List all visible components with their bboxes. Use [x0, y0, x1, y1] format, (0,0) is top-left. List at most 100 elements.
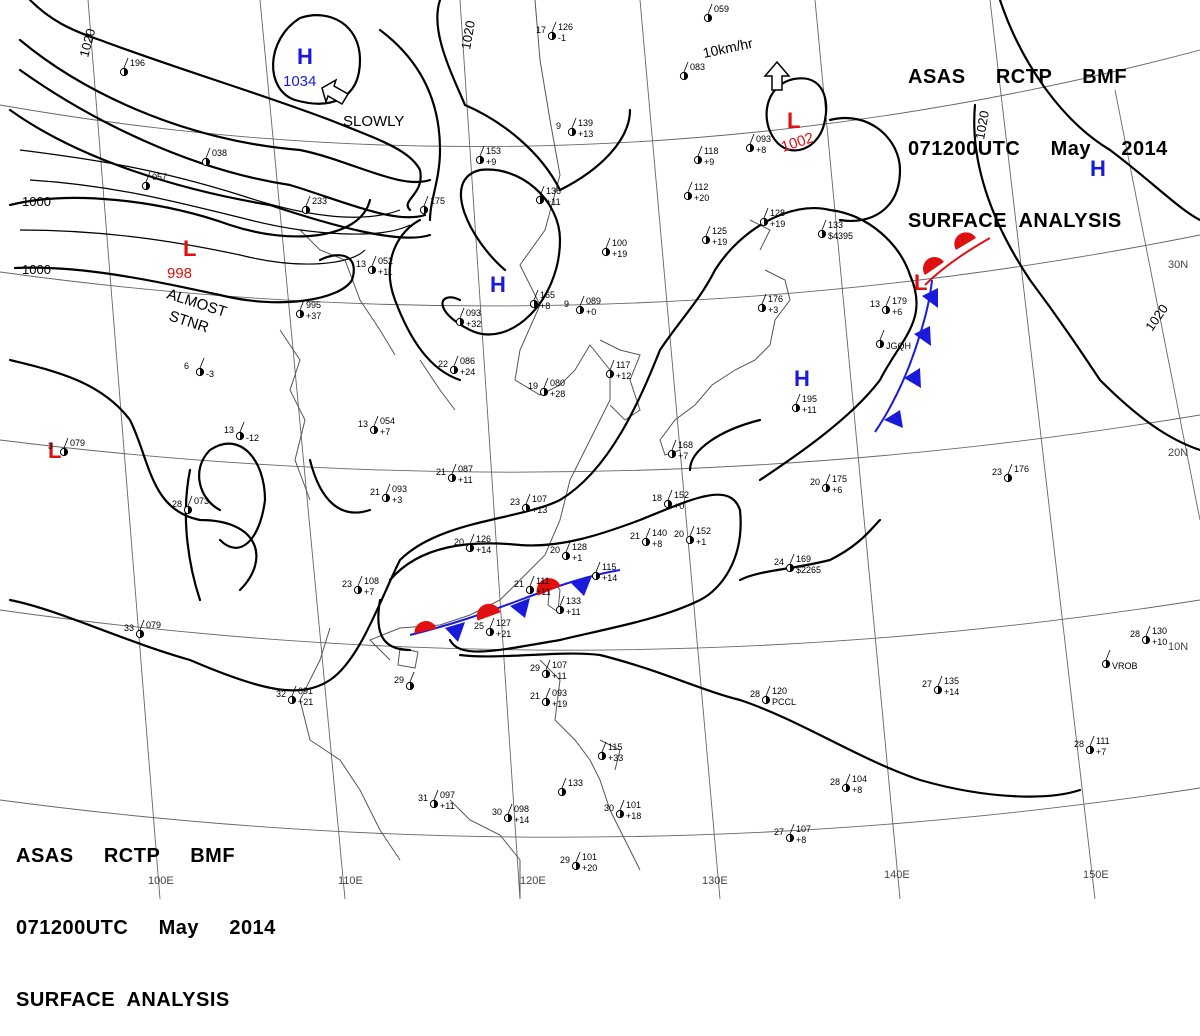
station-tendency: +8 — [540, 301, 550, 311]
station-plot: 23 108+7 — [342, 575, 379, 597]
wind-barb — [575, 851, 581, 863]
station-tendency: +0 — [586, 307, 596, 317]
station-pressure: 136 — [546, 186, 561, 196]
cloud-cover-mark — [452, 474, 456, 482]
station-tendency: +13 — [532, 505, 547, 515]
footer-line-1: ASAS RCTP BMF — [16, 845, 236, 867]
cloud-cover-mark — [434, 800, 438, 808]
cloud-cover-mark — [188, 506, 192, 514]
station-temperature: 22 — [438, 359, 448, 369]
station-pressure: 153 — [486, 146, 501, 156]
station-pressure: 117 — [616, 360, 630, 370]
cloud-cover-mark — [64, 448, 68, 456]
wind-barb — [687, 181, 693, 193]
station-pressure: 091 — [298, 686, 313, 696]
station-pressure: 083 — [690, 62, 705, 72]
svg-text:110E: 110E — [338, 875, 363, 887]
wind-barb — [761, 293, 767, 305]
wind-barb — [821, 219, 827, 231]
station-tendency: +20 — [694, 193, 709, 203]
station-tendency: +7 — [364, 587, 374, 597]
station-tendency: +3 — [392, 495, 402, 505]
station-pressure: 101 — [626, 800, 641, 810]
station-pressure: 135 — [944, 676, 959, 686]
station-plot: 21 093+3 — [370, 483, 407, 505]
station-tendency: +14 — [476, 545, 491, 555]
wind-barb — [525, 493, 531, 505]
station-pressure: 093 — [756, 134, 771, 144]
station-pressure: 100 — [612, 238, 627, 248]
station-pressure: 118 — [704, 146, 718, 156]
station-plot: 059 — [703, 3, 729, 23]
map-header: ASAS RCTP BMF 071200UTC May 2014 SURFACE… — [908, 17, 1168, 257]
cloud-cover-mark — [560, 606, 564, 614]
cloud-cover-mark — [576, 862, 580, 870]
minor-isobars — [19, 149, 411, 265]
wind-barb — [937, 675, 943, 687]
station-plot: 125+19 — [701, 225, 727, 247]
station-tendency: +13 — [578, 129, 593, 139]
cloud-cover-mark — [688, 192, 692, 200]
station-plot: 28 073 — [172, 495, 209, 515]
svg-text:1020: 1020 — [458, 19, 478, 50]
wind-barb — [539, 185, 545, 197]
station-plot: 093+8 — [745, 133, 771, 155]
wind-barb — [667, 489, 673, 501]
station-temperature: 21 — [530, 691, 540, 701]
high-center-value: 1034 — [283, 73, 316, 90]
wind-barb — [689, 525, 695, 537]
station-pressure: 179 — [892, 296, 907, 306]
svg-text:1020: 1020 — [76, 27, 98, 59]
wind-barb — [595, 561, 601, 573]
station-plot: 32 091+21 — [276, 685, 313, 707]
station-plot: 057 — [141, 171, 167, 191]
station-temperature: 21 — [370, 487, 380, 497]
station-pressure: 233 — [312, 196, 327, 206]
station-temperature: 13 — [356, 259, 366, 269]
station-tendency: +0 — [674, 501, 684, 511]
station-plot: 29 — [394, 671, 415, 691]
station-temperature: 28 — [750, 689, 760, 699]
cloud-cover-mark — [566, 552, 570, 560]
graticule — [0, 0, 1200, 899]
station-tendency: +9 — [704, 157, 714, 167]
station-plot: 100+19 — [601, 237, 627, 259]
cloud-cover-mark — [684, 72, 688, 80]
station-tendency: VROB — [1112, 661, 1138, 671]
station-plot: 22 086+24 — [438, 355, 475, 377]
station-tendency: $2265 — [796, 565, 821, 575]
station-temperature: 20 — [550, 545, 560, 555]
cloud-cover-mark — [470, 544, 474, 552]
wind-barb — [357, 575, 363, 587]
low-center-letter: L — [48, 438, 61, 463]
station-plot: 128+19 — [759, 207, 785, 229]
cloud-cover-mark — [938, 686, 942, 694]
station-tendency: +37 — [306, 311, 321, 321]
station-pressure: 087 — [458, 464, 473, 474]
station-pressure: 165 — [540, 290, 555, 300]
wind-barb — [619, 799, 625, 811]
wind-barb — [705, 225, 711, 237]
station-pressure: 127 — [496, 618, 511, 628]
station-plot: 13 179+6 — [870, 295, 907, 317]
cloud-cover-mark — [358, 586, 362, 594]
station-tendency: +11 — [566, 607, 581, 617]
station-tendency: +7 — [380, 427, 390, 437]
wind-barb — [529, 575, 535, 587]
cloud-cover-mark — [610, 370, 614, 378]
svg-text:1020: 1020 — [972, 109, 992, 140]
wind-barb — [385, 483, 391, 495]
station-tendency: +19 — [612, 249, 627, 259]
station-plot: 21 087+11 — [436, 463, 473, 485]
wind-barb — [187, 495, 193, 507]
station-tendency: +20 — [582, 863, 597, 873]
station-temperature: 6 — [184, 361, 189, 371]
station-temperature: 33 — [124, 623, 134, 633]
high-center-letter: H — [297, 44, 313, 69]
station-plot: 27 107+8 — [774, 823, 811, 845]
station-plot: 33 079 — [124, 619, 161, 639]
station-pressure: 128 — [572, 542, 587, 552]
station-plot: 20 126+14 — [454, 533, 491, 555]
station-tendency: +3 — [768, 305, 778, 315]
station-pressure: 169 — [796, 554, 811, 564]
